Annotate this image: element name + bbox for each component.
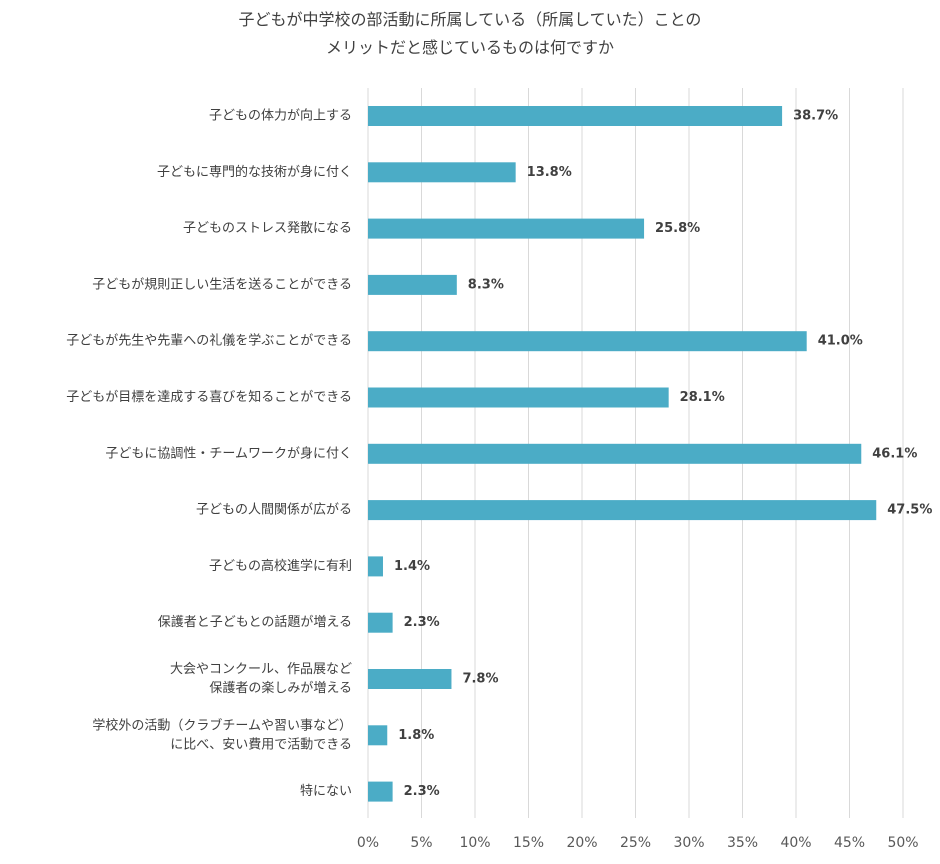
category-label: 子どもが目標を達成する喜びを知ることができる bbox=[66, 389, 352, 405]
chart-title: 子どもが中学校の部活動に所属している（所属していた）ことのメリットだと感じている… bbox=[239, 10, 702, 57]
bar bbox=[368, 556, 383, 577]
bar bbox=[368, 274, 457, 295]
value-label: 1.8% bbox=[398, 728, 434, 743]
category-label: 子どもの体力が向上する bbox=[209, 108, 352, 124]
category-label: 子どもの高校進学に有利 bbox=[209, 558, 352, 574]
x-tick-label: 10% bbox=[459, 835, 490, 851]
bar bbox=[368, 781, 393, 802]
bar bbox=[368, 500, 877, 521]
bar bbox=[368, 725, 388, 746]
x-tick-label: 30% bbox=[673, 835, 704, 851]
x-tick-label: 50% bbox=[887, 835, 918, 851]
value-label: 2.3% bbox=[404, 784, 440, 799]
value-label: 2.3% bbox=[404, 615, 440, 630]
category-label: 子どもが先生や先輩への礼儀を学ぶことができる bbox=[66, 333, 352, 349]
category-label: 子どもに専門的な技術が身に付く bbox=[157, 164, 352, 180]
x-tick-label: 40% bbox=[780, 835, 811, 851]
bar bbox=[368, 443, 862, 464]
value-labels: 38.7% 13.8% 25.8% 8.3% 41.0% 28.1% 46.1% 47.5% 1… bbox=[394, 109, 932, 800]
value-label: 8.3% bbox=[468, 277, 504, 292]
bar bbox=[368, 106, 783, 126]
value-label: 7.8% bbox=[462, 672, 498, 687]
x-tick-label: 25% bbox=[620, 835, 651, 851]
category-label: 子どもが規則正しい生活を送ることができる bbox=[92, 277, 352, 292]
x-axis-ticks: 0% 5% 10% 15% 20% 25% 30% 35% 40% 45% 50% bbox=[357, 835, 919, 851]
category-labels: 子どもの体力が向上する子どもに専門的な技術が身に付く子どものストレス発散になる子… bbox=[66, 108, 352, 800]
value-label: 46.1% bbox=[872, 446, 917, 461]
value-label: 47.5% bbox=[887, 503, 932, 518]
value-label: 13.8% bbox=[527, 165, 572, 180]
category-label: 学校外の活動（クラブチームや習い事など） bbox=[92, 717, 352, 733]
value-label: 41.0% bbox=[818, 334, 863, 349]
x-tick-label: 35% bbox=[727, 835, 758, 851]
category-label: 保護者の楽しみが増える bbox=[209, 680, 352, 696]
category-label: 子どものストレス発散になる bbox=[183, 221, 352, 236]
value-label: 1.4% bbox=[394, 559, 430, 574]
chart-title-line: 子どもが中学校の部活動に所属している（所属していた）ことの bbox=[239, 10, 702, 29]
category-label: 大会やコンクール、作品展など bbox=[170, 662, 352, 677]
category-label: に比べ、安い費用で活動できる bbox=[170, 737, 352, 752]
bar bbox=[368, 387, 669, 408]
bars bbox=[368, 106, 877, 802]
bar bbox=[368, 162, 516, 183]
bar bbox=[368, 218, 645, 239]
x-tick-label: 5% bbox=[410, 835, 432, 851]
x-tick-label: 0% bbox=[357, 835, 379, 851]
x-tick-label: 15% bbox=[513, 835, 544, 851]
x-tick-label: 20% bbox=[566, 835, 597, 851]
bar bbox=[368, 331, 807, 352]
chart-title-line: メリットだと感じているものは何ですか bbox=[326, 38, 614, 57]
x-tick-label: 45% bbox=[834, 835, 865, 851]
category-label: 子どもの人間関係が広がる bbox=[196, 503, 352, 518]
category-label: 子どもに協調性・チームワークが身に付く bbox=[105, 445, 352, 461]
value-label: 38.7% bbox=[793, 109, 838, 124]
category-label: 特にない bbox=[300, 784, 352, 799]
category-label: 保護者と子どもとの話題が増える bbox=[158, 614, 352, 630]
value-label: 28.1% bbox=[680, 390, 725, 405]
bar bbox=[368, 669, 452, 689]
bar bbox=[368, 612, 393, 633]
value-label: 25.8% bbox=[655, 221, 700, 236]
